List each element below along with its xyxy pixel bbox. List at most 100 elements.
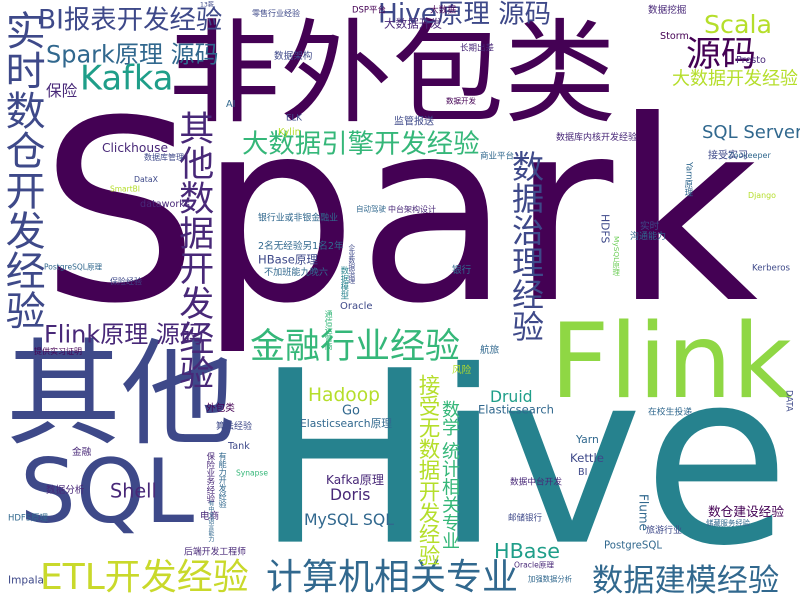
word-internship-proof: 提供实习证明: [34, 347, 82, 356]
word-mysql-principle: MySQL原理: [612, 236, 621, 276]
word-spark-source: Spark原理 源码: [46, 39, 219, 69]
word-backend-engineer: 后端开发工程师: [184, 546, 246, 557]
word-bi-report-experience: BI报表开发经验: [38, 5, 223, 36]
word-storm: Storm: [660, 30, 689, 42]
word-synapse: Synapse: [236, 469, 268, 478]
word-postal-bank: 邮储银行: [508, 512, 542, 523]
word-elasticsearch: Elasticsearch: [478, 403, 554, 417]
word-kettle: Kettle: [570, 451, 604, 465]
word-risk: 风险: [452, 364, 472, 376]
word-kylin: Kylin: [278, 126, 301, 138]
word-tank: Tank: [228, 440, 250, 452]
word-realtime-dw-experience: 实时数仓开发经验: [0, 10, 46, 330]
word-go: Go: [342, 402, 360, 419]
word-storage-service-experience: 储藏服务经验: [706, 519, 750, 528]
word-spark: Spark: [40, 67, 759, 358]
word-doris: Doris: [330, 486, 371, 505]
word-db-kernel-experience: 数据库内核开发经验: [556, 133, 638, 143]
word-realtime: 实时: [640, 220, 660, 232]
word-impala: Impala: [8, 574, 44, 587]
word-bigdata-engine-experience: 大数据引擎开发经验: [242, 129, 480, 160]
word-long-business-trip: 长期出差: [460, 42, 494, 53]
word-mysql-sql: MySQL SQL: [304, 510, 394, 529]
word-dw-construction-experience: 数仓建设经验: [708, 505, 784, 520]
word-banking-finance: 银行业或非银金融业: [258, 212, 338, 223]
word-chinese-language: 有中文语言能力: [208, 500, 215, 542]
word-data-mining: 数据挖掘: [648, 4, 687, 16]
word-dev-capability: 有能力开发经验: [218, 452, 228, 508]
word-druid: Druid: [490, 388, 533, 407]
word-bank: 银行: [452, 264, 472, 276]
word-presto: Presto: [736, 54, 766, 66]
word-datax: DataX: [134, 175, 158, 184]
word-travel-industry: 旅游行业: [646, 524, 682, 535]
word-hive: Hive: [255, 319, 790, 599]
word-flink: Flink: [550, 301, 792, 422]
word-no-overtime: 不加班能九晚六: [264, 266, 328, 278]
word-telecom-operator: 通信运营商: [324, 310, 334, 350]
word-other-data-dev-experience: 其他数据开发经验: [173, 110, 214, 390]
word-hbase-principle: HBase原理: [258, 253, 318, 267]
word-student-apply: 在校生投递: [648, 406, 692, 417]
word-ecommerce: 电商: [200, 510, 220, 522]
word-shell: Shell: [110, 479, 157, 503]
word-source-code: 源码: [686, 34, 756, 76]
word-data-analysis: 数据分析: [46, 484, 85, 496]
word-elk: ELK: [286, 112, 302, 123]
word-oracle: Oracle: [340, 301, 373, 312]
word-hive-source: Hive原理 源码: [378, 0, 552, 30]
word-hiring-note: 2名无经验另1名2年: [258, 240, 344, 252]
word-hadoop: Hadoop: [308, 383, 380, 406]
word-middle-platform-design: 中台架构设计: [388, 205, 436, 214]
word-data-model: 数据模型: [340, 266, 350, 300]
word-other: 其他: [6, 328, 236, 462]
word-enhanced-data-analysis: 加强数据分析: [528, 575, 572, 584]
word-finance-experience: 金融行业经验: [250, 326, 460, 368]
word-smartbi: SmartBI: [110, 185, 140, 194]
word-zookeeper: Zookeeper: [728, 151, 771, 160]
word-data-architecture: 数据架构: [274, 50, 313, 62]
word-data-governance-experience: 数据治理经验: [507, 150, 545, 342]
word-sql: SQL: [20, 440, 195, 543]
word-postgresql: PostgreSQL: [604, 539, 662, 552]
word-math-stats-major: 数学 统计相关专业: [439, 400, 460, 550]
word-db-management: 数据库管理: [144, 153, 184, 162]
word-flume: Flume: [636, 494, 650, 531]
word-accept-no-experience: 接受无数据开发经验: [415, 374, 440, 566]
word-aviation: 航旅: [480, 344, 500, 356]
word-kerberos: Kerberos: [752, 262, 790, 273]
word-enterprise-governance: 企业数据治理: [348, 244, 356, 284]
word-dsp-platform: DSP平台: [352, 4, 386, 15]
word-outsourcing: 外包类: [206, 402, 235, 414]
word-sql-server: SQL Server: [702, 122, 800, 143]
word-kafka: Kafka: [80, 58, 174, 98]
word-insurance-business-experience: 保险业务经验: [206, 452, 216, 503]
word-bigdata-dev: 大数据开发: [384, 16, 442, 31]
word-ai: AI: [226, 98, 236, 110]
word-insurance-experience: 保险经验: [110, 277, 142, 286]
word-accept-internship: 接受实习: [708, 150, 748, 162]
word-bi: BI: [578, 466, 588, 478]
word-regulatory-reporting: 监管报送: [394, 116, 434, 128]
word-etl-experience: ETL开发经验: [40, 556, 249, 599]
word-clickhouse: Clickhouse: [102, 140, 168, 156]
word-retail-experience: 零售行业经验: [252, 9, 300, 18]
word-insurance: 保险: [46, 82, 78, 101]
word-dataworks: dataworks: [140, 198, 190, 210]
word-data-middle-platform-dev: 数据中台开发: [510, 476, 562, 487]
word-communication-skill: 沟通能力: [630, 230, 666, 241]
word-kafka-principle: Kafka原理: [326, 472, 384, 488]
word-postgresql-principle: PostgreSQL原理: [44, 263, 102, 272]
word-hbase: HBase: [494, 539, 560, 564]
word-commerce-platform: 商业平台: [480, 150, 514, 161]
word-non-outsourcing: 非外包类: [168, 7, 616, 139]
word-autonomous-driving: 自动驾驶: [356, 205, 386, 214]
word-yarn: Yarn: [576, 434, 599, 447]
word-data-dev: 数据开发: [446, 97, 476, 106]
word-data: DATA: [784, 390, 794, 412]
word-algorithm-experience: 算法经验: [216, 420, 252, 431]
word-cs-major: 计算机相关专业: [266, 556, 518, 599]
word-finance: 金融: [72, 446, 92, 458]
word-13-salary: 13薪: [200, 1, 214, 9]
